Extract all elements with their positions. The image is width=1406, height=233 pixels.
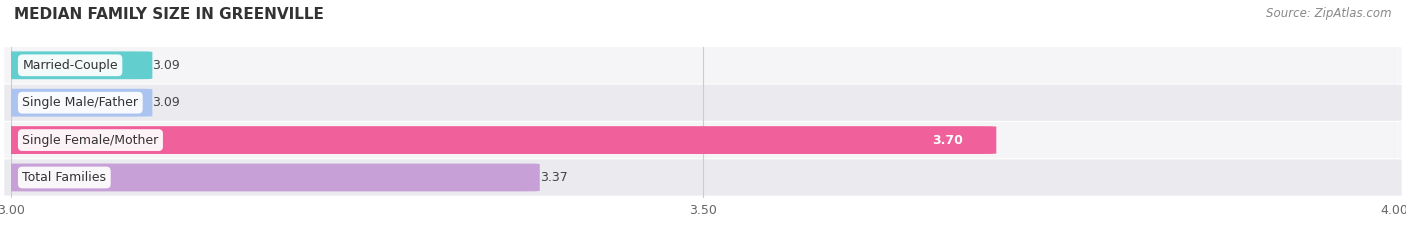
Text: 3.37: 3.37: [540, 171, 568, 184]
FancyBboxPatch shape: [0, 51, 152, 79]
Text: 3.09: 3.09: [152, 96, 180, 109]
FancyBboxPatch shape: [4, 85, 1402, 121]
Text: MEDIAN FAMILY SIZE IN GREENVILLE: MEDIAN FAMILY SIZE IN GREENVILLE: [14, 7, 323, 22]
Text: Total Families: Total Families: [22, 171, 107, 184]
Text: Source: ZipAtlas.com: Source: ZipAtlas.com: [1267, 7, 1392, 20]
FancyBboxPatch shape: [0, 164, 540, 191]
Text: Married-Couple: Married-Couple: [22, 59, 118, 72]
FancyBboxPatch shape: [4, 122, 1402, 158]
Text: Single Female/Mother: Single Female/Mother: [22, 134, 159, 147]
FancyBboxPatch shape: [0, 126, 997, 154]
FancyBboxPatch shape: [4, 159, 1402, 196]
FancyBboxPatch shape: [4, 47, 1402, 83]
Text: Single Male/Father: Single Male/Father: [22, 96, 138, 109]
FancyBboxPatch shape: [0, 89, 152, 116]
Text: 3.70: 3.70: [932, 134, 963, 147]
Text: 3.09: 3.09: [152, 59, 180, 72]
